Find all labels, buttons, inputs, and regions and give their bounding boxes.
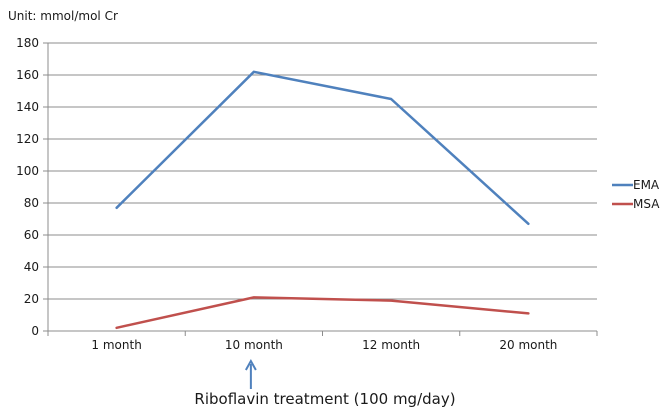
series-line-ema xyxy=(115,70,530,226)
x-category-label: 20 month xyxy=(499,338,557,352)
legend-label-ema: EMA xyxy=(633,178,660,192)
y-tick-label: 0 xyxy=(31,324,39,338)
annotation-arrowhead-icon xyxy=(245,358,257,371)
y-tick-label: 180 xyxy=(16,36,39,50)
x-category-label: 10 month xyxy=(225,338,283,352)
x-category-label: 12 month xyxy=(362,338,420,352)
grid-lines xyxy=(48,42,597,300)
series-line-msa xyxy=(115,296,530,330)
y-tick-label: 60 xyxy=(24,228,39,242)
x-axis-categories: 1 month 10 month 12 month 20 month xyxy=(47,331,598,352)
unit-label: Unit: mmol/mol Cr xyxy=(8,9,118,23)
x-category-label: 1 month xyxy=(91,338,141,352)
y-axis-ticks: 0 20 40 60 80 100 120 140 160 180 xyxy=(16,36,48,338)
y-tick-label: 20 xyxy=(24,292,39,306)
y-tick-label: 40 xyxy=(24,260,39,274)
y-tick-label: 80 xyxy=(24,196,39,210)
annotation: Riboflavin treatment (100 mg/day) xyxy=(194,358,456,408)
series-lines xyxy=(115,70,530,330)
y-tick-label: 100 xyxy=(16,164,39,178)
legend: EMA MSA xyxy=(612,178,660,211)
legend-label-msa: MSA xyxy=(633,197,660,211)
y-tick-label: 160 xyxy=(16,68,39,82)
y-tick-label: 140 xyxy=(16,100,39,114)
y-tick-label: 120 xyxy=(16,132,39,146)
annotation-text: Riboflavin treatment (100 mg/day) xyxy=(194,390,455,408)
